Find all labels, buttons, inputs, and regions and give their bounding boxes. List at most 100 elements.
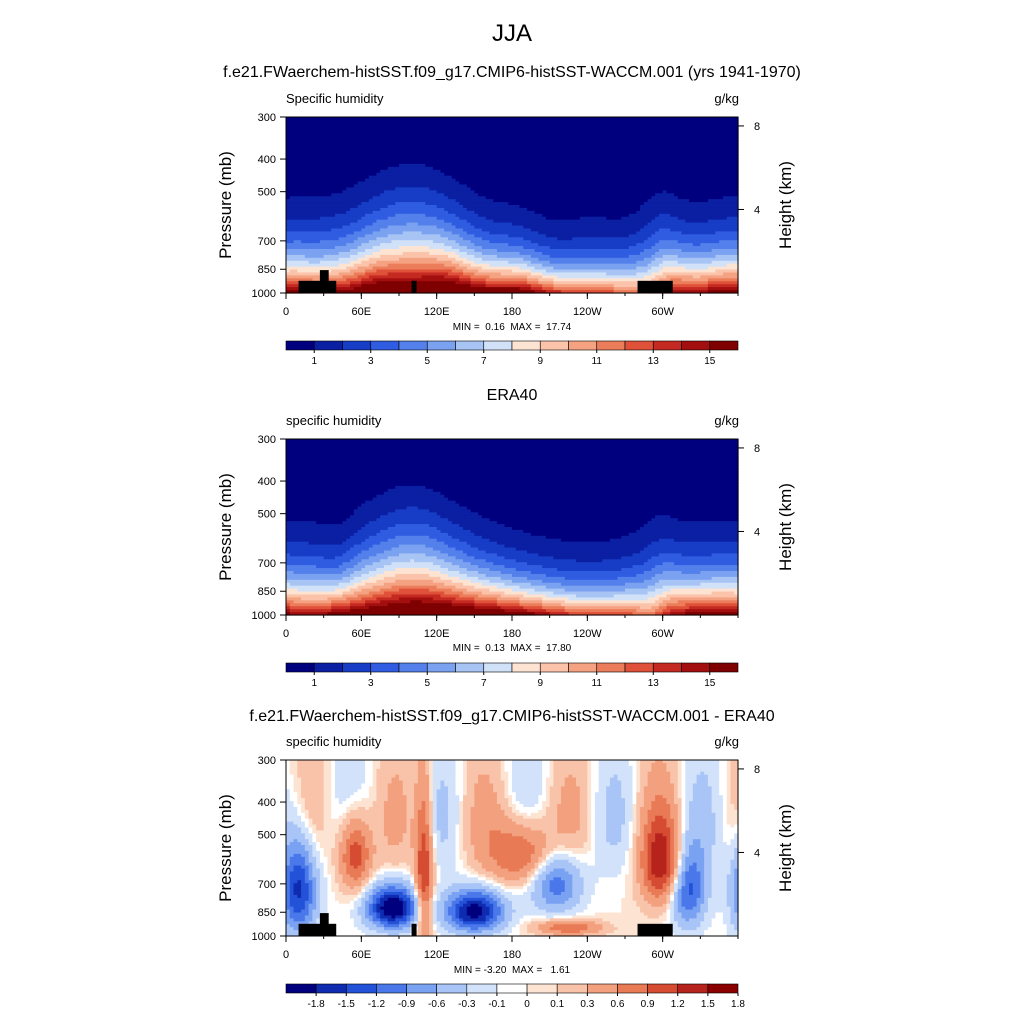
colorbar-box: [526, 983, 558, 994]
panel-2-title: ERA40: [486, 387, 538, 404]
colorbar-label: 1: [311, 678, 317, 689]
colorbar-box: [285, 662, 315, 673]
colorbar-label: -1.8: [308, 999, 326, 1010]
y-tick-label: 300: [258, 112, 276, 124]
topography-mask: [298, 280, 337, 293]
colorbar-box: [313, 340, 343, 351]
x-tick-label: 0: [283, 949, 289, 961]
topography-mask: [411, 923, 417, 936]
colorbar-label: 0.3: [580, 999, 594, 1010]
y-tick-label: 850: [258, 264, 276, 276]
colorbar-label: 9: [537, 356, 543, 367]
x-tick-label: 60E: [352, 628, 372, 640]
colorbar-label: 11: [592, 356, 603, 367]
colorbar-box: [285, 340, 315, 351]
colorbar-box: [426, 340, 456, 351]
colorbar-box: [681, 340, 711, 351]
panel-1-units-label: g/kg: [714, 91, 739, 106]
height-tick-label: 8: [754, 764, 760, 776]
colorbar-box: [483, 340, 513, 351]
colorbar-label: -1.5: [338, 999, 356, 1010]
colorbar-label: 15: [704, 678, 716, 689]
colorbar-label: 13: [648, 356, 660, 367]
colorbar-label: 3: [368, 678, 374, 689]
panel-3-field-label: specific humidity: [286, 734, 382, 749]
colorbar-label: 9: [537, 678, 543, 689]
colorbar-label: 5: [424, 356, 430, 367]
x-tick-label: 60E: [352, 949, 372, 961]
colorbar-box: [707, 983, 739, 994]
colorbar-box: [681, 662, 711, 673]
colorbar-box: [587, 983, 618, 994]
x-tick-label: 120E: [424, 628, 450, 640]
colorbar-box: [483, 662, 513, 673]
x-tick-label: 0: [283, 628, 289, 640]
colorbar-box: [370, 340, 400, 351]
colorbar-label: -0.1: [488, 999, 506, 1010]
colorbar-box: [647, 983, 679, 994]
colorbar-label: 11: [592, 678, 603, 689]
x-tick-label: 60W: [651, 949, 674, 961]
colorbar-box: [455, 340, 485, 351]
x-tick-label: 0: [283, 306, 289, 318]
colorbar-box: [370, 662, 400, 673]
y-tick-label: 850: [258, 586, 276, 598]
colorbar-box: [398, 340, 428, 351]
main-title: JJA: [491, 20, 532, 47]
y-tick-label: 300: [258, 434, 276, 446]
colorbar-box: [568, 662, 598, 673]
panel-2-units-label: g/kg: [714, 413, 739, 428]
y-tick-label: 400: [258, 476, 276, 488]
y-tick-label: 700: [258, 236, 276, 248]
colorbar-box: [652, 662, 682, 673]
contour-field: [286, 760, 739, 937]
colorbar-label: 13: [648, 678, 660, 689]
colorbar-label: 0.1: [550, 999, 564, 1010]
x-tick-label: 60W: [651, 628, 674, 640]
panel-2-plot: 0 60E 120E 180 120W 60W 300 400 500 700 850 1000 4 8 1…: [252, 434, 761, 689]
topography-mask: [411, 280, 417, 293]
colorbar-box: [709, 662, 739, 673]
topography-mask: [637, 923, 673, 936]
panel-3-title: f.e21.FWaerchem-histSST.f09_g17.CMIP6-hi…: [249, 708, 775, 725]
colorbar-label: 1.5: [701, 999, 715, 1010]
colorbar-box: [624, 340, 654, 351]
x-tick-label: 120E: [424, 949, 450, 961]
colorbar-box: [539, 662, 569, 673]
colorbar-box: [677, 983, 709, 994]
colorbar-label: -0.9: [398, 999, 416, 1010]
colorbar-box: [539, 340, 569, 351]
topography-mask: [637, 280, 673, 293]
colorbar-box: [511, 340, 541, 351]
y-tick-label: 500: [258, 509, 276, 521]
colorbar-box: [406, 983, 437, 994]
colorbar-label: 7: [481, 678, 487, 689]
colorbar-box: [313, 662, 343, 673]
colorbar-box: [376, 983, 407, 994]
x-tick-label: 120W: [573, 949, 602, 961]
panel-2-field-label: specific humidity: [286, 413, 382, 428]
x-tick-label: 120W: [573, 628, 602, 640]
topography-mask: [319, 913, 329, 936]
y-tick-label: 500: [258, 830, 276, 842]
height-tick-label: 8: [754, 121, 760, 133]
colorbar-box: [652, 340, 682, 351]
panel-1-field-label: Specific humidity: [286, 91, 384, 106]
height-tick-label: 4: [754, 204, 760, 216]
colorbar-box: [568, 340, 598, 351]
colorbar-label: -0.3: [458, 999, 476, 1010]
colorbar-label: 1.2: [671, 999, 685, 1010]
height-tick-label: 4: [754, 847, 760, 859]
colorbar-label: 1: [311, 356, 317, 367]
panel-1-plot: 0 60E 120E 180 120W 60W 300 400 500 700 850 1000 4 8 1…: [252, 112, 761, 367]
y-tick-label: 1000: [252, 931, 276, 943]
panel-3-plot: 0 60E 120E 180 120W 60W 300 400 500 700 850 1000 4 8 -…: [252, 755, 761, 1010]
x-tick-label: 120E: [424, 306, 450, 318]
colorbar-label: -0.6: [428, 999, 446, 1010]
colorbar-box: [436, 983, 468, 994]
colorbar-label: 5: [424, 678, 430, 689]
colorbar-box: [342, 340, 372, 351]
contour-field: [286, 117, 739, 294]
y-tick-label: 700: [258, 558, 276, 570]
colorbar-box: [624, 662, 654, 673]
